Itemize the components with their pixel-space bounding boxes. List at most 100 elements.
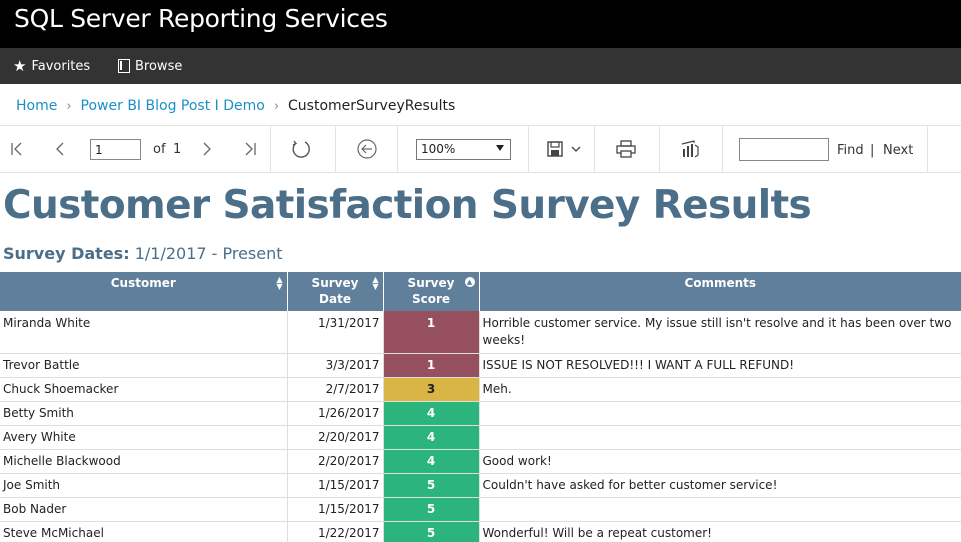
star-icon: ★ [13,56,27,75]
survey-dates-label: Survey Dates: [3,244,130,263]
survey-score-cell: 5 [383,521,480,542]
report-title: Customer Satisfaction Survey Results [3,183,812,228]
back-icon[interactable] [355,136,379,162]
table-row: Miranda White 1/31/2017 1 Horrible customer… [0,311,961,354]
customer-cell: Betty Smith [0,401,288,426]
comment-cell: Horrible customer service. My issue stil… [479,311,961,354]
survey-date-cell: 1/15/2017 [287,497,384,522]
survey-date-cell: 1/26/2017 [287,401,384,426]
survey-score-cell: 5 [383,497,480,522]
survey-score-cell: 3 [383,377,480,402]
app-header: SQL Server Reporting Services [0,0,961,48]
comment-cell [479,401,961,426]
customer-cell: Michelle Blackwood [0,449,288,474]
survey-date-cell: 1/15/2017 [287,473,384,498]
column-header-comments: Comments [479,272,961,311]
survey-score-cell: 4 [383,401,480,426]
print-icon[interactable] [614,136,638,162]
survey-results-table: Customer ▲ ▼ Survey Date ▲ ▼ Survey Score … [0,272,961,542]
survey-dates: Survey Dates: 1/1/2017 - Present [3,244,283,263]
customer-cell: Steve McMichael [0,521,288,542]
first-page-icon[interactable] [5,136,29,162]
powerbi-icon[interactable] [678,136,702,162]
find-next-button[interactable]: Next [883,143,914,158]
table-row: Avery White 2/20/2017 4 [0,425,961,450]
column-header-label: Survey Score [407,276,455,306]
table-row: Chuck Shoemacker 2/7/2017 3 Meh. [0,377,961,402]
toolbar-divider [397,126,398,172]
previous-page-icon[interactable] [48,136,72,162]
customer-cell: Trevor Battle [0,353,288,378]
column-header-customer[interactable]: Customer ▲ ▼ [0,272,288,311]
sort-icon[interactable]: ▲ ▼ [276,275,283,291]
survey-score-cell: 5 [383,473,480,498]
last-page-icon[interactable] [238,136,262,162]
toolbar-divider [722,126,723,172]
of-label: of [153,142,166,157]
column-header-survey-score[interactable]: Survey Score ▲ [383,272,480,311]
app-title: SQL Server Reporting Services [14,4,388,33]
customer-cell: Miranda White [0,311,288,354]
top-nav: ★ Favorites Browse [0,48,961,84]
find-input[interactable] [739,138,829,161]
breadcrumb-home[interactable]: Home [16,98,58,114]
sort-icon[interactable]: ▲ ▼ [372,275,379,291]
total-pages: 1 [173,142,182,157]
toolbar-divider [594,126,595,172]
survey-score-cell: 4 [383,425,480,450]
column-header-label: Comments [684,276,757,290]
comment-cell [479,425,961,450]
browse-label: Browse [135,58,183,74]
survey-date-cell: 1/22/2017 [287,521,384,542]
column-header-label: Survey Date [311,276,359,306]
survey-date-cell: 2/20/2017 [287,425,384,450]
comment-cell: Meh. [479,377,961,402]
customer-cell: Chuck Shoemacker [0,377,288,402]
table-row: Trevor Battle 3/3/2017 1 ISSUE IS NOT RESOL… [0,353,961,378]
find-separator: | [870,143,875,158]
dropdown-arrow-icon [496,145,504,151]
survey-score-cell: 1 [383,311,480,354]
breadcrumb-current: CustomerSurveyResults [288,98,456,114]
breadcrumb: Home › Power BI Blog Post I Demo › Custo… [16,96,455,116]
toolbar-divider [659,126,660,172]
zoom-value: 100% [421,142,456,156]
survey-date-cell: 2/20/2017 [287,449,384,474]
toolbar-divider [335,126,336,172]
customer-cell: Avery White [0,425,288,450]
comment-cell: Couldn't have asked for better customer … [479,473,961,498]
chevron-right-icon: › [273,98,280,114]
column-header-survey-date[interactable]: Survey Date ▲ ▼ [287,272,384,311]
page-number-input[interactable] [90,139,141,160]
survey-date-cell: 3/3/2017 [287,353,384,378]
column-header-label: Customer [110,276,176,290]
save-icon[interactable] [543,136,587,162]
survey-date-cell: 1/31/2017 [287,311,384,354]
survey-score-cell: 4 [383,449,480,474]
comment-cell: Wonderful! Will be a repeat customer! [479,521,961,542]
survey-score-cell: 1 [383,353,480,378]
sort-ascending-icon[interactable]: ▲ [464,277,475,287]
comment-cell [479,497,961,522]
next-page-icon[interactable] [195,136,219,162]
find-button[interactable]: Find [837,143,864,158]
customer-cell: Bob Nader [0,497,288,522]
toolbar-divider [528,126,529,172]
refresh-icon[interactable] [289,136,313,162]
customer-cell: Joe Smith [0,473,288,498]
zoom-select[interactable]: 100% [416,139,511,160]
table-row: Steve McMichael 1/22/2017 5 Wonderful! Will… [0,521,961,542]
favorites-link[interactable]: ★ Favorites [13,48,90,84]
table-header-row: Customer ▲ ▼ Survey Date ▲ ▼ Survey Score … [0,272,961,311]
favorites-label: Favorites [31,58,91,74]
table-row: Betty Smith 1/26/2017 4 [0,401,961,426]
document-icon [118,59,130,73]
toolbar-divider [927,126,928,172]
comment-cell: ISSUE IS NOT RESOLVED!!! I WANT A FULL R… [479,353,961,378]
table-row: Bob Nader 1/15/2017 5 [0,497,961,522]
breadcrumb-folder[interactable]: Power BI Blog Post I Demo [80,98,265,114]
table-row: Joe Smith 1/15/2017 5 Couldn't have asked f… [0,473,961,498]
survey-date-cell: 2/7/2017 [287,377,384,402]
browse-link[interactable]: Browse [118,48,182,84]
chevron-right-icon: › [66,98,72,114]
